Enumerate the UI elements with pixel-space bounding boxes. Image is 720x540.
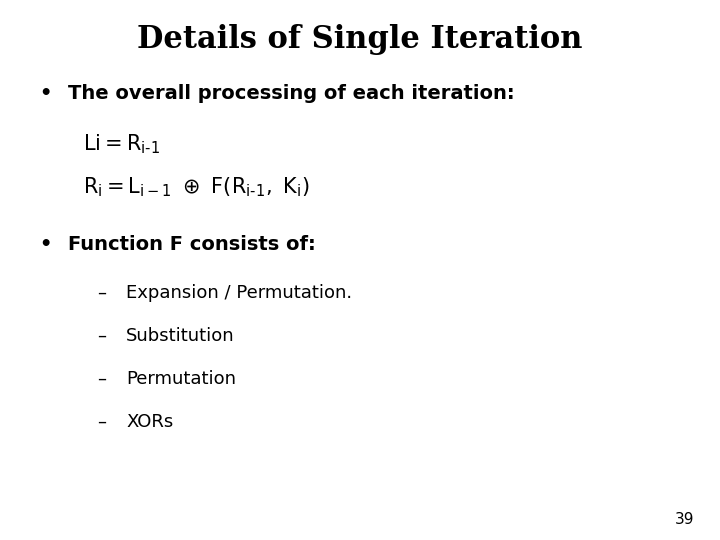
- Text: The overall processing of each iteration:: The overall processing of each iteration…: [68, 84, 515, 103]
- Text: 39: 39: [675, 511, 695, 526]
- Text: Substitution: Substitution: [126, 327, 235, 345]
- Text: $\mathrm{Li = R_{i\text{-}1}}$: $\mathrm{Li = R_{i\text{-}1}}$: [83, 132, 160, 156]
- Text: –: –: [97, 284, 107, 301]
- Text: –: –: [97, 413, 107, 431]
- Text: Permutation: Permutation: [126, 370, 236, 388]
- Text: •: •: [40, 84, 52, 103]
- Text: Details of Single Iteration: Details of Single Iteration: [138, 24, 582, 55]
- Text: XORs: XORs: [126, 413, 174, 431]
- Text: –: –: [97, 370, 107, 388]
- Text: $\mathrm{R_i = L_{i-1}\ \oplus\ F(R_{i\text{-}1},\ K_i)}$: $\mathrm{R_i = L_{i-1}\ \oplus\ F(R_{i\t…: [83, 176, 309, 199]
- Text: •: •: [40, 235, 52, 254]
- Text: –: –: [97, 327, 107, 345]
- Text: Function F consists of:: Function F consists of:: [68, 235, 316, 254]
- Text: Expansion / Permutation.: Expansion / Permutation.: [126, 284, 352, 301]
